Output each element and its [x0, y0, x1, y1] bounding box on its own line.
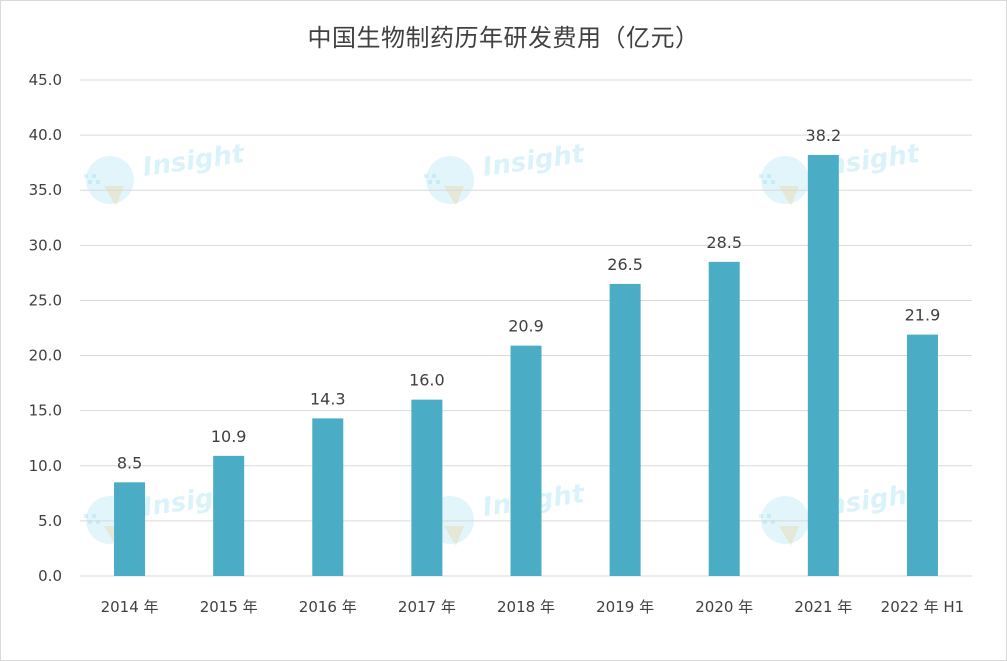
watermark-circle — [761, 156, 809, 204]
watermark-pixel — [92, 514, 96, 518]
watermark-pixel — [771, 520, 775, 524]
watermark-pixel — [771, 180, 775, 184]
watermark-pixel — [432, 174, 436, 178]
watermark-text: Insight — [141, 139, 248, 183]
y-tick-label: 0.0 — [38, 567, 62, 585]
data-label: 20.9 — [508, 317, 544, 336]
data-label: 8.5 — [117, 453, 142, 472]
chart-title: 中国生物制药历年研发费用（亿元） — [307, 24, 700, 52]
y-tick-label: 25.0 — [29, 291, 62, 309]
y-tick-label: 40.0 — [29, 126, 62, 144]
watermark-wedge — [104, 186, 124, 206]
y-tick-label: 5.0 — [38, 512, 62, 530]
x-tick-label: 2021 年 — [794, 598, 852, 616]
y-tick-label: 45.0 — [29, 71, 62, 89]
bar — [510, 345, 542, 576]
bar — [609, 283, 641, 576]
watermark-logo: Insight — [759, 139, 923, 206]
y-tick-label: 20.0 — [29, 347, 62, 365]
watermark-wedge — [444, 186, 464, 206]
data-label: 38.2 — [806, 126, 842, 145]
y-tick-label: 15.0 — [29, 402, 62, 420]
x-tick-label: 2019 年 — [596, 598, 654, 616]
watermark-wedge — [779, 526, 799, 546]
data-label: 21.9 — [905, 306, 941, 325]
data-label: 10.9 — [211, 427, 247, 446]
bar — [213, 455, 245, 576]
x-tick-label: 2014 年 — [101, 598, 159, 616]
watermark-pixel — [96, 180, 100, 184]
watermark-pixel — [84, 514, 88, 518]
watermark-pixel — [763, 520, 767, 524]
y-tick-label: 10.0 — [29, 457, 62, 475]
watermark-logo: Insight — [759, 479, 923, 546]
x-tick-label: 2016 年 — [299, 598, 357, 616]
watermark-pixel — [88, 520, 92, 524]
data-label: 14.3 — [310, 389, 346, 408]
watermark-pixel — [428, 180, 432, 184]
x-tick-label: 2022 年 H1 — [881, 598, 965, 616]
watermark-circle — [761, 496, 809, 544]
bar — [411, 399, 443, 576]
bar — [708, 261, 740, 576]
watermark-pixel — [767, 174, 771, 178]
watermark-pixel — [88, 180, 92, 184]
x-tick-label: 2020 年 — [695, 598, 753, 616]
watermark-wedge — [779, 186, 799, 206]
watermark-pixel — [436, 180, 440, 184]
watermark-pixel — [92, 174, 96, 178]
watermark-pixel — [84, 174, 88, 178]
watermark-pixel — [767, 514, 771, 518]
watermark-pixel — [759, 174, 763, 178]
watermark-circle — [86, 156, 134, 204]
watermark-circle — [426, 156, 474, 204]
watermark-text: Insight — [481, 139, 588, 183]
x-tick-label: 2017 年 — [398, 598, 456, 616]
data-label: 28.5 — [706, 233, 742, 252]
bar — [114, 482, 146, 576]
bar — [807, 154, 839, 576]
data-label: 16.0 — [409, 371, 445, 390]
x-tick-label: 2015 年 — [200, 598, 258, 616]
watermark-pixel — [763, 180, 767, 184]
y-tick-label: 35.0 — [29, 181, 62, 199]
bar — [312, 418, 344, 576]
watermark-wedge — [444, 526, 464, 546]
y-tick-label: 30.0 — [29, 236, 62, 254]
data-label: 26.5 — [607, 255, 643, 274]
watermark-logo: Insight — [424, 139, 588, 206]
watermark-logo: Insight — [84, 139, 248, 206]
watermark-logo: Insight — [424, 479, 588, 546]
watermark-pixel — [96, 520, 100, 524]
watermark-pixel — [759, 514, 763, 518]
watermark-pixel — [424, 174, 428, 178]
x-tick-label: 2018 年 — [497, 598, 555, 616]
bar — [906, 334, 938, 576]
